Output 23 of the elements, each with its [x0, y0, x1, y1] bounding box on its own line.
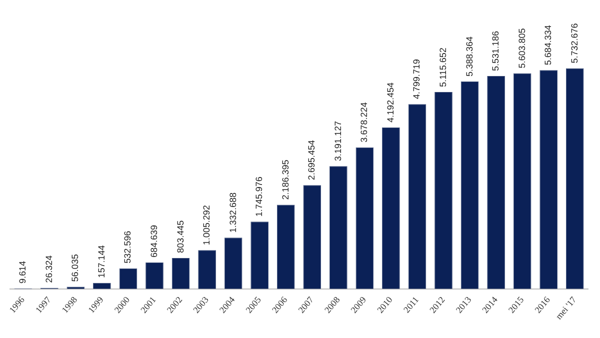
data-label: 1.005.292 — [202, 205, 212, 246]
data-label: 2.695.454 — [306, 140, 317, 180]
data-label: 3.191.127 — [332, 121, 343, 162]
data-label: 5.388.364 — [464, 36, 474, 77]
data-label: 3.678.224 — [359, 102, 370, 142]
data-label: 157.144 — [96, 245, 106, 278]
data-label: 5.684.334 — [543, 25, 554, 66]
data-label: 4.192.454 — [385, 82, 396, 123]
data-label: 5.115.652 — [438, 48, 448, 88]
data-label: 5.732.676 — [569, 23, 580, 64]
data-label: 803.445 — [175, 220, 186, 253]
data-label: 2.186.395 — [280, 160, 290, 200]
x-tick-label: mei '17 — [554, 294, 579, 322]
data-label: 5.603.805 — [516, 28, 527, 68]
data-label: 26.324 — [44, 255, 54, 283]
data-label: 1.745.976 — [254, 176, 264, 217]
data-label: 684.639 — [148, 224, 159, 258]
data-label: 5.531.186 — [490, 30, 501, 72]
data-label: 9.614 — [18, 260, 28, 284]
data-label: 4.799.719 — [412, 59, 422, 100]
data-label: 56.035 — [70, 254, 80, 282]
data-label: 1.332.688 — [228, 192, 238, 233]
data-label: 532.596 — [122, 230, 133, 264]
